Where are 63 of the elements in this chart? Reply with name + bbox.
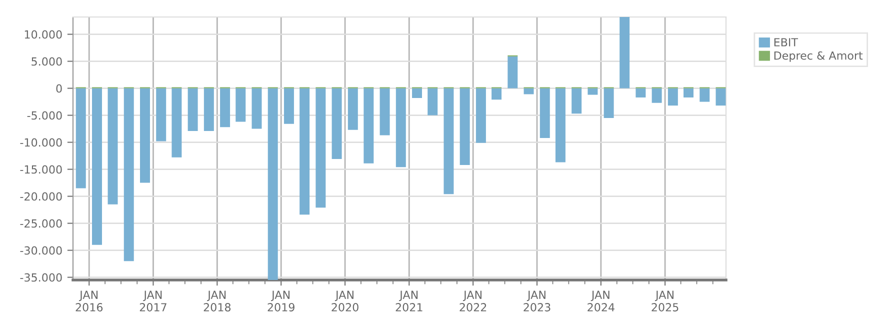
- bar: [620, 17, 630, 88]
- x-tick-label: JAN 2021: [396, 290, 422, 312]
- bar: [428, 88, 438, 116]
- bar: [716, 88, 726, 106]
- legend-label: EBIT: [774, 38, 798, 46]
- bar: [604, 88, 614, 118]
- bar: [172, 88, 182, 158]
- bar: [332, 88, 342, 160]
- bar: [364, 88, 374, 164]
- bar: [684, 88, 694, 98]
- bar: [92, 88, 102, 245]
- y-tick-label: -10.000: [20, 138, 62, 147]
- x-tick-label: JAN 2023: [524, 290, 550, 312]
- x-tick-label: JAN 2019: [268, 290, 294, 312]
- bar: [316, 88, 326, 208]
- bar: [284, 88, 294, 124]
- bar: [108, 88, 118, 204]
- bar: [236, 88, 246, 122]
- x-tick-label: JAN 2024: [588, 290, 614, 312]
- bar: [476, 88, 486, 143]
- y-tick-label: 0: [56, 84, 62, 93]
- bar: [524, 88, 534, 94]
- bar: [380, 88, 390, 136]
- x-tick-label: JAN 2018: [204, 290, 231, 312]
- bar: [348, 88, 358, 130]
- bar: [124, 88, 134, 262]
- bar: [252, 88, 262, 129]
- bar: [652, 88, 662, 103]
- x-tick-label: JAN 2022: [460, 290, 486, 312]
- bar: [572, 88, 582, 114]
- legend-label: Deprec & Amort: [774, 51, 863, 62]
- bar: [540, 88, 550, 138]
- bar: [220, 88, 230, 128]
- y-tick-label: -25.000: [20, 219, 62, 228]
- bar: [140, 88, 150, 183]
- x-tick-label: JAN 2020: [332, 290, 358, 312]
- bar: [300, 88, 310, 215]
- bar: [444, 88, 454, 194]
- x-tick-label: JAN 2017: [140, 290, 166, 312]
- bar: [668, 88, 678, 106]
- bar: [76, 88, 86, 188]
- y-tick-label: -30.000: [20, 246, 62, 255]
- bar: [588, 88, 598, 95]
- y-tick-label: -15.000: [20, 165, 62, 174]
- bar: [492, 88, 502, 100]
- x-tick-label: JAN 2025: [652, 290, 678, 312]
- bar: [188, 88, 198, 131]
- bar: [204, 88, 214, 131]
- bar: [156, 88, 166, 142]
- y-tick-label: -35.000: [20, 273, 62, 282]
- bar: [268, 88, 278, 280]
- bar: [700, 88, 710, 102]
- x-tick-label: JAN 2016: [76, 290, 103, 312]
- bar: [636, 88, 646, 98]
- y-tick-label: -20.000: [20, 192, 62, 201]
- y-tick-label: 10.000: [24, 30, 62, 39]
- bar: [555, 88, 566, 162]
- bar: [396, 88, 406, 168]
- bar: [508, 56, 518, 88]
- y-tick-label: -5.000: [27, 111, 62, 120]
- bar: [412, 88, 422, 98]
- bar: [460, 88, 470, 165]
- y-tick-label: 5.000: [32, 57, 62, 66]
